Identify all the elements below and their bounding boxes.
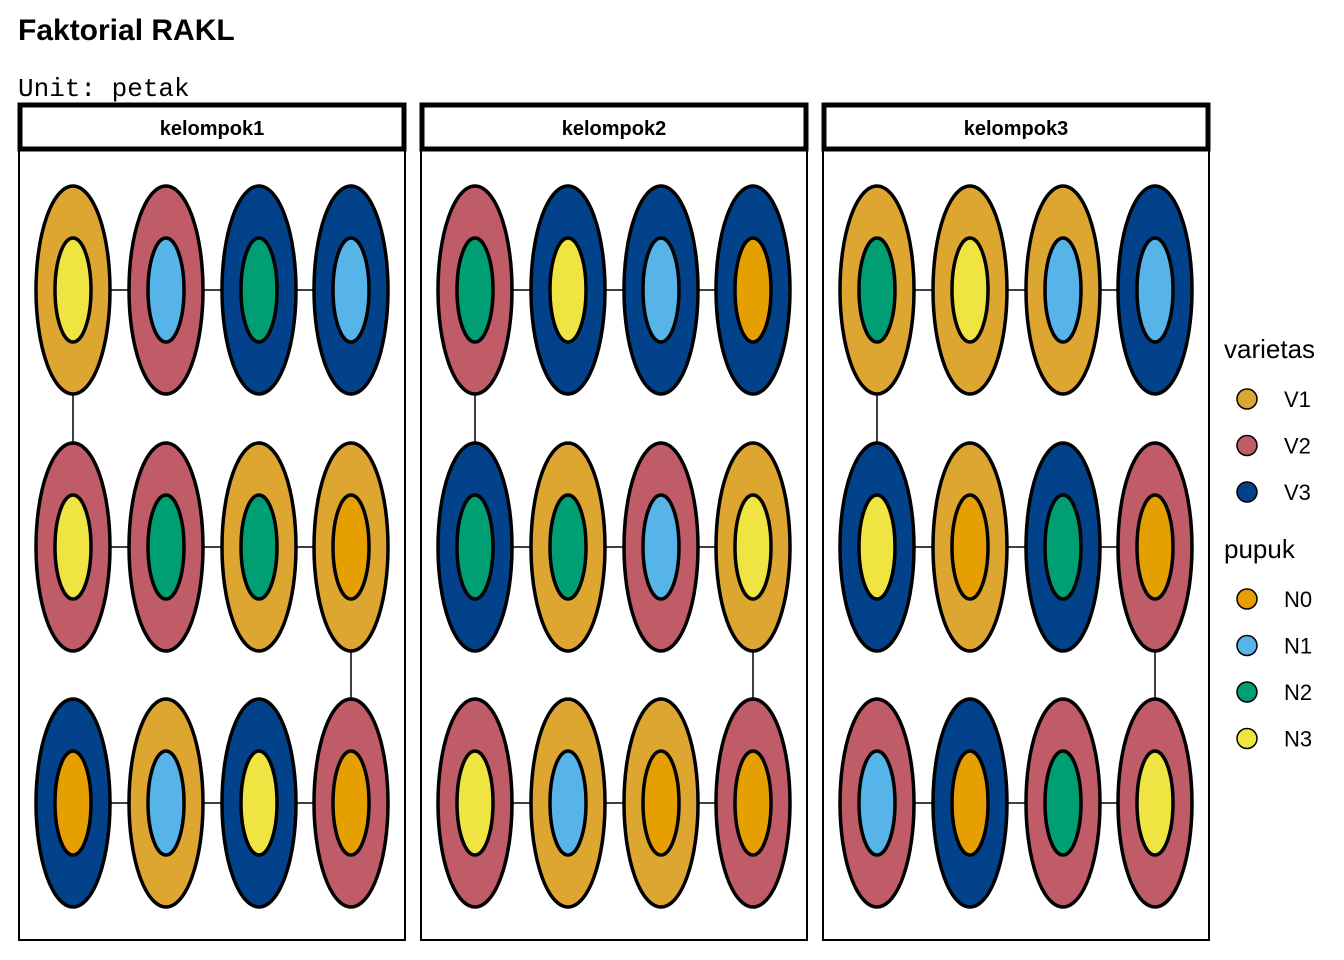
plot-pupuk-N1 [146, 749, 186, 857]
plot-pupuk-N0 [950, 749, 990, 857]
page-title: Faktorial RAKL [18, 14, 235, 47]
plot-pupuk-N0 [331, 749, 371, 857]
plot-pupuk-N2 [239, 236, 279, 344]
plot-pupuk-N0 [641, 749, 681, 857]
plot-pupuk-N0 [1135, 493, 1175, 601]
plot-pupuk-N1 [548, 749, 588, 857]
legend-title-varietas: varietas [1224, 334, 1315, 364]
strip-label: kelompok2 [562, 118, 666, 140]
plot-pupuk-N2 [548, 493, 588, 601]
legend-key-V1 [1236, 388, 1258, 410]
legend-label-N0: N0 [1284, 587, 1312, 612]
plot-pupuk-N1 [331, 236, 371, 344]
plot-pupuk-N3 [733, 493, 773, 601]
plot-pupuk-N3 [950, 236, 990, 344]
strip-label: kelompok3 [964, 118, 1068, 140]
strip-label: kelompok1 [160, 118, 264, 140]
plot-pupuk-N1 [146, 236, 186, 344]
legend-key-V3 [1236, 481, 1258, 503]
plot-pupuk-N1 [1043, 236, 1083, 344]
legend-key-V2 [1236, 434, 1258, 457]
plot-pupuk-N2 [146, 493, 186, 601]
plot-pupuk-N0 [950, 493, 990, 601]
unit-subtitle: Unit: petak [18, 74, 190, 104]
plot-pupuk-N3 [455, 749, 495, 857]
legend-label-N1: N1 [1284, 634, 1312, 659]
legend-title-pupuk: pupuk [1224, 534, 1296, 564]
plot-pupuk-N3 [239, 749, 279, 857]
plot-pupuk-N3 [53, 236, 93, 344]
legend-label-V2: V2 [1284, 434, 1311, 459]
plot-pupuk-N3 [1135, 749, 1175, 857]
legend-key-N2 [1236, 681, 1258, 703]
plot-pupuk-N2 [857, 236, 897, 344]
strip-header [419, 102, 809, 152]
legend-label-V1: V1 [1284, 387, 1311, 412]
legend-label-N3: N3 [1284, 727, 1312, 752]
plot-pupuk-N3 [53, 493, 93, 601]
plot-pupuk-N2 [455, 493, 495, 601]
legend-key-N3 [1236, 727, 1258, 750]
legend-key-N1 [1236, 634, 1258, 657]
legend-key-N0 [1236, 588, 1258, 610]
plot-pupuk-N1 [857, 749, 897, 857]
plot-pupuk-N0 [733, 749, 773, 857]
legend-label-V3: V3 [1284, 480, 1311, 505]
plot-pupuk-N1 [641, 493, 681, 601]
plot-pupuk-N3 [548, 236, 588, 344]
strip-header [17, 102, 407, 152]
plot-pupuk-N3 [857, 493, 897, 601]
plot-pupuk-N1 [641, 236, 681, 344]
strip-header [821, 102, 1211, 152]
plot-pupuk-N2 [455, 236, 495, 344]
plot-pupuk-N1 [1135, 236, 1175, 344]
plot-pupuk-N0 [331, 493, 371, 601]
plot-pupuk-N2 [239, 493, 279, 601]
plot-pupuk-N2 [1043, 749, 1083, 857]
plot-pupuk-N0 [733, 236, 773, 344]
legend-label-N2: N2 [1284, 680, 1312, 705]
plot-pupuk-N0 [53, 749, 93, 857]
plot-pupuk-N2 [1043, 493, 1083, 601]
